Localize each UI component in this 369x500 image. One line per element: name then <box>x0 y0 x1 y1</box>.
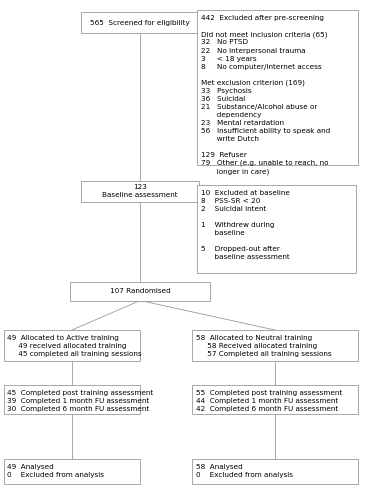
Text: 58  Allocated to Neutral training
     58 Received allocated training
     57 Co: 58 Allocated to Neutral training 58 Rece… <box>196 335 331 357</box>
FancyBboxPatch shape <box>197 10 358 165</box>
FancyBboxPatch shape <box>4 459 140 484</box>
FancyBboxPatch shape <box>197 185 356 272</box>
Text: 55  Completed post training assessment
44  Completed 1 month FU assessment
42  C: 55 Completed post training assessment 44… <box>196 390 342 412</box>
Text: 45  Completed post training assessment
39  Completed 1 month FU assessment
30  C: 45 Completed post training assessment 39… <box>7 390 154 412</box>
Text: 565  Screened for eligibility: 565 Screened for eligibility <box>90 20 190 26</box>
Text: 10  Excluded at baseline
8    PSS-SR < 20
2    Suicidal intent

1    Withdrew du: 10 Excluded at baseline 8 PSS-SR < 20 2 … <box>201 190 290 260</box>
FancyBboxPatch shape <box>192 385 358 414</box>
FancyBboxPatch shape <box>81 180 199 202</box>
Text: 49  Allocated to Active training
     49 received allocated training
     45 com: 49 Allocated to Active training 49 recei… <box>7 335 142 357</box>
Text: 49  Analysed
0    Excluded from analysis: 49 Analysed 0 Excluded from analysis <box>7 464 104 478</box>
Text: 123
Baseline assessment: 123 Baseline assessment <box>103 184 178 198</box>
FancyBboxPatch shape <box>192 330 358 361</box>
FancyBboxPatch shape <box>192 459 358 484</box>
FancyBboxPatch shape <box>4 385 140 414</box>
FancyBboxPatch shape <box>70 282 210 300</box>
Text: 107 Randomised: 107 Randomised <box>110 288 170 294</box>
FancyBboxPatch shape <box>4 330 140 361</box>
Text: 442  Excluded after pre-screening

Did not meet inclusion criteria (65)
32   No : 442 Excluded after pre-screening Did not… <box>201 15 330 175</box>
FancyBboxPatch shape <box>81 12 199 33</box>
Text: 58  Analysed
0    Excluded from analysis: 58 Analysed 0 Excluded from analysis <box>196 464 293 478</box>
